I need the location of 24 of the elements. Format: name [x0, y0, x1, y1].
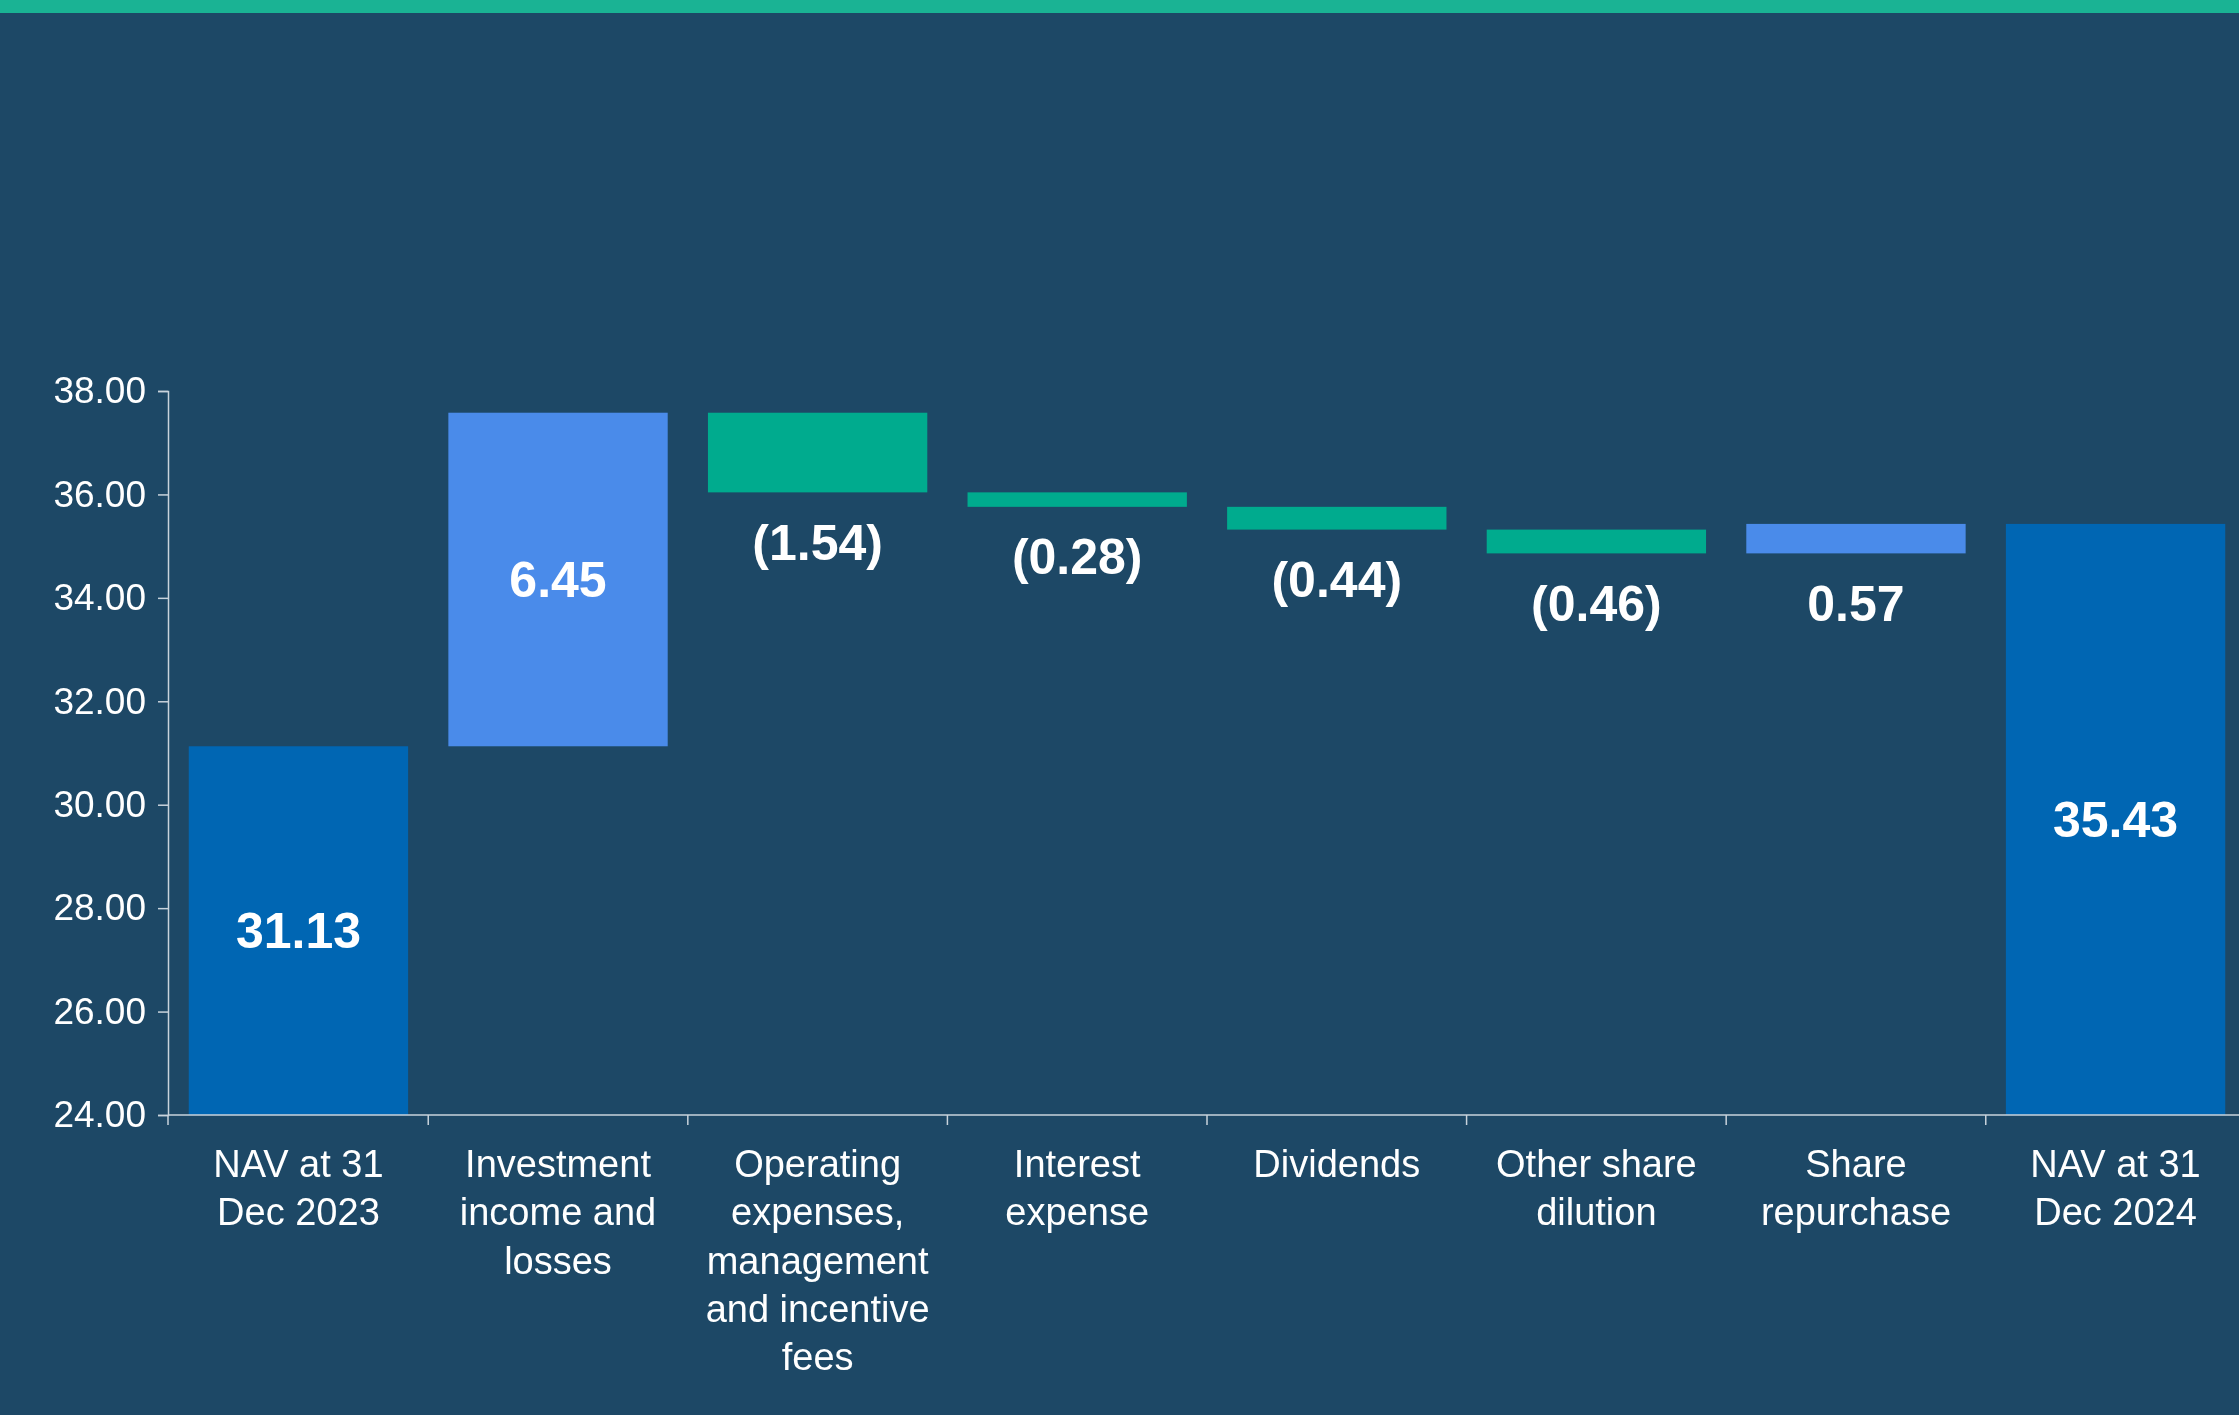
x-tick-label: Operating expenses, management and incentive fees	[705, 1143, 930, 1379]
data-label: (0.44)	[1271, 552, 1403, 609]
y-tick-label: 24.00	[53, 1094, 146, 1136]
x-tick-label: Other share dilution	[1496, 1143, 1697, 1234]
y-tick-label: 36.00	[53, 473, 146, 515]
data-label: 0.57	[1807, 575, 1905, 632]
y-tick-label: 34.00	[53, 577, 146, 619]
x-tick-label: NAV at 31 Dec 2024	[2030, 1143, 2201, 1234]
y-tick-label: 26.00	[53, 990, 146, 1032]
data-label: 31.13	[235, 903, 362, 960]
x-tick-label: Share repurchase	[1760, 1143, 1952, 1234]
x-tick-label: Investment income and losses	[459, 1143, 657, 1282]
x-tick-label: Dividends	[1253, 1143, 1421, 1185]
data-label: (0.46)	[1531, 575, 1662, 632]
y-tick-label: 28.00	[53, 887, 146, 929]
y-tick-label: 30.00	[53, 784, 146, 826]
y-tick-label: 38.00	[53, 370, 146, 412]
data-label: 6.45	[509, 552, 607, 608]
x-tick-label: Interest expense	[1005, 1143, 1150, 1234]
data-label: 35.43	[2052, 791, 2179, 848]
x-tick-label: NAV at 31 Dec 2023	[213, 1143, 384, 1234]
y-tick-label: 32.00	[53, 680, 146, 722]
data-label: (1.54)	[752, 514, 883, 571]
data-label: (0.28)	[1011, 529, 1143, 586]
